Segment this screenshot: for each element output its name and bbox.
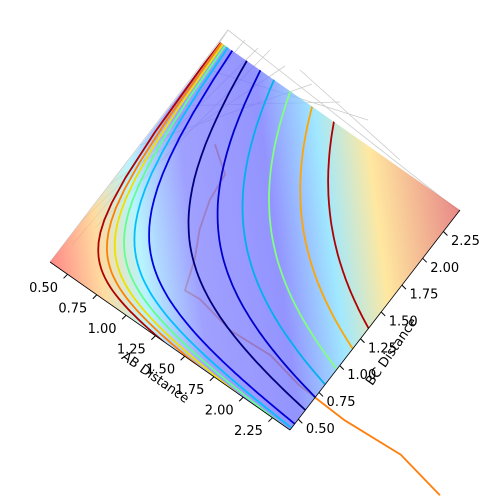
- y-tick: [318, 392, 324, 397]
- x-tick: [63, 273, 68, 279]
- y-tick: [339, 365, 345, 370]
- y-tick-label: 2.25: [451, 234, 480, 249]
- y-tick: [380, 311, 386, 317]
- y-tick-label: 2.00: [430, 261, 459, 276]
- y-tick-label: 0.75: [327, 395, 356, 410]
- y-tick-label: 1.75: [409, 288, 438, 303]
- x-tick: [121, 314, 127, 320]
- x-tick-label: 1.75: [175, 383, 204, 398]
- contour-line: [113, 42, 346, 430]
- y-tick: [422, 257, 428, 263]
- x-tick-label: 2.00: [205, 404, 234, 419]
- x-tick-label: 1.50: [146, 363, 175, 378]
- contour-line: [148, 42, 352, 430]
- x-tick-label: 1.00: [88, 322, 117, 337]
- x-tick-label: 0.50: [29, 281, 58, 296]
- x-tick-label: 2.25: [234, 424, 263, 439]
- x-tick: [180, 355, 185, 361]
- y-tick: [360, 338, 365, 344]
- x-axis-label: AB Distance: [118, 349, 191, 406]
- x-axis: [49, 261, 291, 431]
- y-tick-label: 1.25: [368, 341, 397, 356]
- contour-line: [123, 42, 348, 430]
- contour-line: [133, 42, 349, 430]
- y-tick: [443, 231, 448, 236]
- surface-layer: [50, 42, 460, 430]
- x-tick: [238, 396, 244, 402]
- contours: [97, 42, 412, 430]
- y-tick: [401, 284, 407, 290]
- x-tick-label: 1.25: [117, 342, 146, 357]
- y-tick-label: 1.50: [389, 314, 418, 329]
- y-tick: [297, 418, 303, 424]
- y-tick-label: 1.00: [347, 368, 376, 383]
- y-axis: [289, 209, 461, 431]
- y-tick-label: 0.50: [306, 422, 335, 437]
- surface: [50, 42, 460, 430]
- axes: 0.500.751.001.251.501.752.002.25 0.500.75…: [29, 209, 480, 439]
- x-tick: [92, 294, 98, 300]
- x-tick: [209, 376, 215, 382]
- x-tick-label: 0.75: [58, 301, 87, 316]
- x-tick: [151, 335, 156, 341]
- x-tick: [268, 417, 273, 423]
